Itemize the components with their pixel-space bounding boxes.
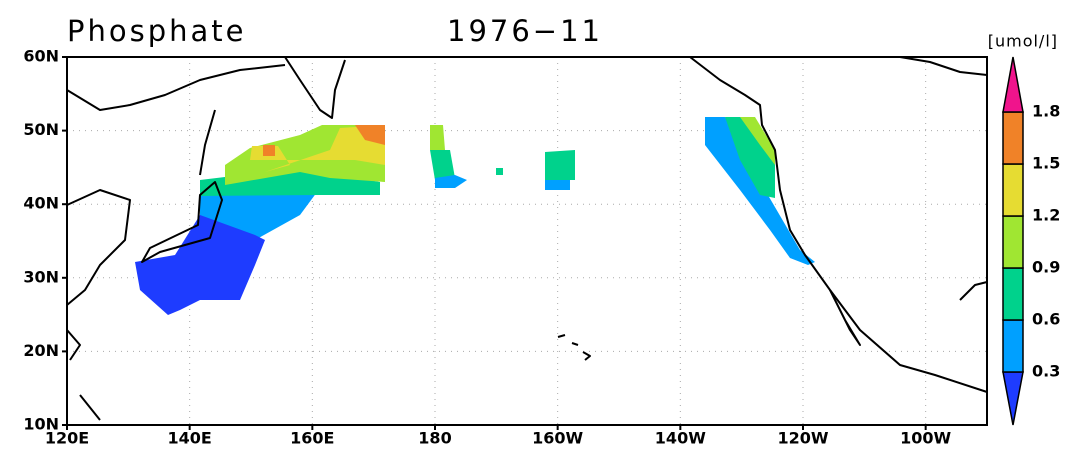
coastline	[141, 181, 223, 263]
coastlines	[66, 56, 988, 421]
lon-label: 160W	[532, 429, 583, 448]
colorbar-label: 0.3	[1032, 362, 1060, 381]
colorbar-label: 1.5	[1032, 154, 1060, 173]
field-patch	[135, 215, 265, 315]
coastline	[689, 56, 988, 393]
lon-label: 160E	[290, 429, 334, 448]
coastline	[284, 56, 346, 119]
phosphate-field	[135, 117, 815, 315]
field-patch	[430, 125, 445, 150]
coastline	[66, 189, 131, 306]
axes: 10N 20N 30N 40N 50N 60N 120E 140E 160E 180 160W 140…	[23, 47, 951, 448]
colorbar-label: 0.9	[1032, 258, 1060, 277]
colorbar-segment	[1002, 111, 1024, 165]
field-patch	[430, 150, 455, 180]
lon-label: 120E	[45, 429, 89, 448]
colorbar-triangle	[1002, 56, 1024, 113]
lat-label: 30N	[23, 267, 59, 286]
colorbar-segment	[1002, 215, 1024, 269]
field-patch	[496, 168, 503, 175]
coastline	[899, 56, 988, 76]
coastline	[557, 334, 591, 361]
colorbar-segment	[1002, 163, 1024, 217]
colorbar-label: 1.8	[1032, 102, 1060, 121]
field-patch	[545, 180, 570, 190]
lat-label: 10N	[23, 415, 59, 434]
colorbar-label: 0.6	[1032, 310, 1060, 329]
field-patch	[435, 175, 467, 188]
title: Phosphate	[67, 14, 247, 48]
lon-label: 100W	[900, 429, 951, 448]
field-patch	[250, 125, 385, 172]
coastline	[66, 64, 286, 176]
coastline	[66, 329, 101, 421]
lon-label: 120W	[777, 429, 828, 448]
lat-label: 40N	[23, 194, 59, 213]
lon-label: 140W	[655, 429, 706, 448]
map-frame	[66, 56, 988, 426]
lat-label: 50N	[23, 120, 59, 139]
field-patch	[545, 150, 575, 180]
field-patch	[740, 117, 775, 165]
coastline	[959, 281, 988, 301]
colorbar-triangle	[1002, 371, 1024, 426]
coastline	[829, 289, 861, 346]
lat-label: 60N	[23, 47, 59, 66]
field-patch	[725, 117, 775, 198]
colorbar-segment	[1002, 267, 1024, 321]
colorbar-segment	[1002, 319, 1024, 373]
field-patch	[263, 145, 275, 156]
lon-label: 180	[418, 429, 451, 448]
unit: [umol/l]	[988, 32, 1058, 51]
lat-label: 20N	[23, 341, 59, 360]
field-patch	[355, 125, 385, 145]
lon-label: 140E	[168, 429, 212, 448]
colorbar: 0.3 0.6 0.9 1.2 1.5 1.8	[1002, 56, 1060, 426]
colorbar-label: 1.2	[1032, 206, 1060, 225]
period: 1976−11	[447, 14, 603, 48]
